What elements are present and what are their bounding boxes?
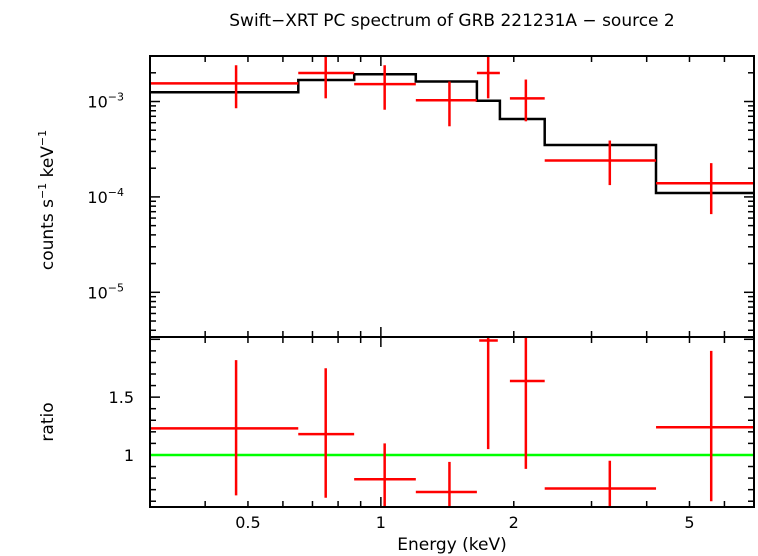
data-point xyxy=(656,163,754,215)
ratio-point xyxy=(544,460,657,507)
ratio-point xyxy=(150,360,299,496)
ylabel-sup2: −1 xyxy=(36,130,49,146)
ylabel-sup1: −1 xyxy=(36,183,49,199)
x-tick-label: 0.5 xyxy=(235,513,260,532)
model-step-line xyxy=(150,73,754,195)
y-tick-label: 10−5 xyxy=(87,281,124,302)
ratio-point xyxy=(656,350,754,502)
x-axis-label: Energy (keV) xyxy=(397,535,507,555)
data-point xyxy=(298,56,355,99)
y-tick-label: 1.5 xyxy=(109,388,134,407)
bottom-panel-frame xyxy=(149,336,755,508)
top-panel: 10−310−410−5 xyxy=(87,55,755,337)
ylabel-base: counts s xyxy=(38,199,58,270)
ratio-point xyxy=(298,368,355,498)
ratio-point xyxy=(354,443,416,507)
top-panel-frame xyxy=(149,55,755,338)
data-point xyxy=(415,81,477,127)
x-tick-label: 1 xyxy=(376,513,386,532)
ratio-point xyxy=(509,337,545,469)
bottom-panel: 0.5 1 2 5 1 1.5 xyxy=(109,337,755,532)
ylabel-mid: keV xyxy=(38,146,58,183)
y-tick-label: 10−3 xyxy=(87,91,124,112)
y-tick-exponent: −5 xyxy=(108,281,124,294)
y-tick-label: 10−4 xyxy=(87,186,124,207)
y-tick-label: 1 xyxy=(124,446,134,465)
y-tick-base: 10 xyxy=(87,188,107,207)
x-tick-label: 5 xyxy=(684,513,694,532)
y-tick-exponent: −3 xyxy=(108,91,124,104)
x-tick-label: 2 xyxy=(509,513,519,532)
data-point xyxy=(544,140,657,186)
y-tick-base: 10 xyxy=(87,283,107,302)
data-point xyxy=(354,65,416,110)
data-point xyxy=(509,79,545,122)
ratio-point xyxy=(415,461,477,507)
ratio-point xyxy=(479,337,498,450)
y-tick-exponent: −4 xyxy=(108,186,124,199)
chart-title: Swift−XRT PC spectrum of GRB 221231A − s… xyxy=(229,11,675,31)
top-y-axis-label: counts s−1 keV−1 xyxy=(36,130,58,270)
data-point xyxy=(150,65,299,109)
data-point xyxy=(476,56,500,99)
bottom-y-axis-label: ratio xyxy=(38,402,58,441)
y-tick-base: 10 xyxy=(87,93,107,112)
